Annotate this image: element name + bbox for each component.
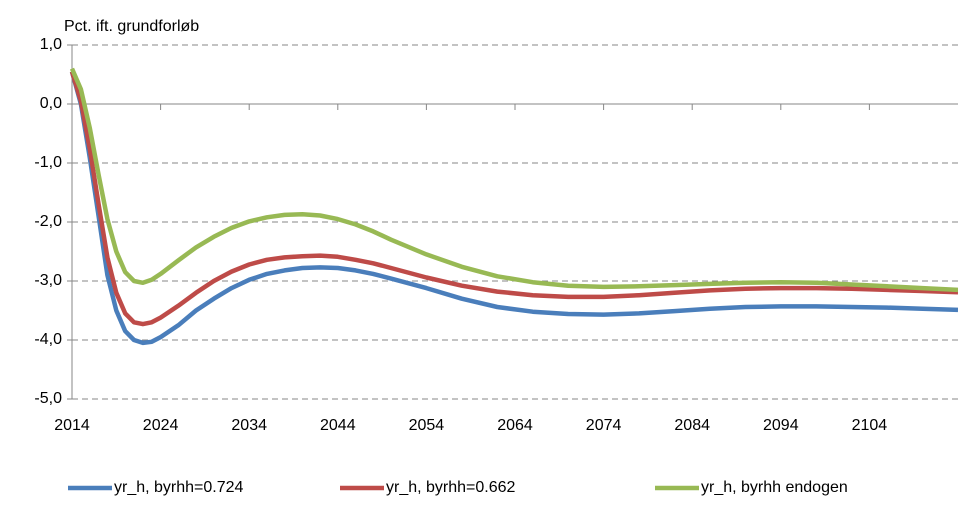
- x-tick-label: 2024: [143, 417, 179, 434]
- y-tick-label: -4,0: [34, 331, 62, 348]
- x-tick-label: 2094: [763, 417, 799, 434]
- y-tick-label: -3,0: [34, 272, 62, 289]
- x-tick-label: 2084: [674, 417, 710, 434]
- x-tick-label: 2104: [852, 417, 888, 434]
- x-tick-label: 2064: [497, 417, 533, 434]
- y-tick-label: -5,0: [34, 390, 62, 407]
- line: [69, 71, 958, 346]
- x-tick-label: 2014: [54, 417, 90, 434]
- y-tick-label: -1,0: [34, 154, 62, 171]
- y-tick-label: 1,0: [40, 36, 62, 53]
- line: [69, 70, 958, 327]
- x-tick-label: 2074: [586, 417, 622, 434]
- y-tick-label: 0,0: [40, 95, 62, 112]
- x-tick-label: 2044: [320, 417, 356, 434]
- legend-label: yr_h, byrhh endogen: [701, 479, 848, 496]
- x-tick-label: 2034: [231, 417, 267, 434]
- legend-label: yr_h, byrhh=0.662: [386, 479, 516, 496]
- x-tick-label: 2054: [409, 417, 445, 434]
- legend-label: yr_h, byrhh=0.724: [114, 479, 244, 496]
- y-axis-label: Pct. ift. grundforløb: [64, 18, 199, 35]
- line: [69, 67, 958, 293]
- y-tick-label: -2,0: [34, 213, 62, 230]
